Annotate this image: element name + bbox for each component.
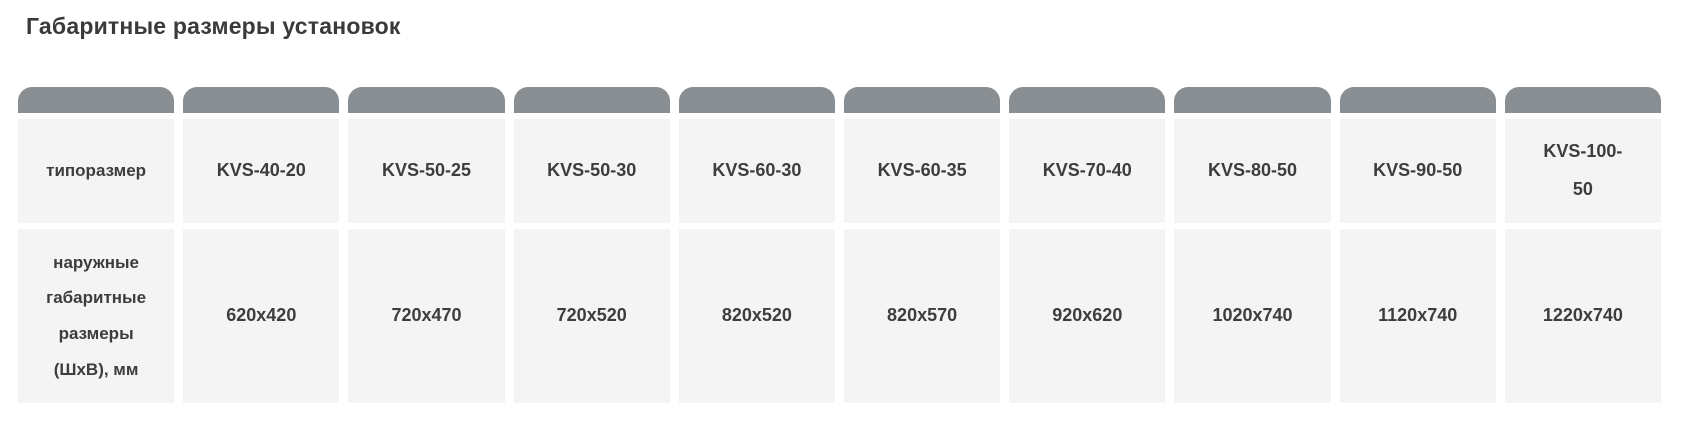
column-cap (1009, 87, 1166, 113)
column-cap (513, 87, 670, 113)
model-cell: KVS-40-20 (183, 119, 340, 223)
model-cell: KVS-100-50 (1504, 119, 1661, 223)
dimension-cell: 920x620 (1009, 229, 1166, 403)
column-cap (18, 87, 175, 113)
row-header-dimensions-label: наружные габаритные размеры (ШхВ), мм (46, 252, 147, 379)
model-cell: KVS-90-50 (1339, 119, 1496, 223)
column-cap (183, 87, 340, 113)
dimension-cell: 720x520 (513, 229, 670, 403)
row-header-dimensions: наружные габаритные размеры (ШхВ), мм (18, 229, 175, 403)
column-cap (348, 87, 505, 113)
row-header-typesize-label: типоразмер (46, 161, 147, 181)
model-cell: KVS-50-30 (513, 119, 670, 223)
dimension-cell: 820x520 (678, 229, 835, 403)
dimension-cell: 1020x740 (1174, 229, 1331, 403)
dimension-cell: 720x470 (348, 229, 505, 403)
column-cap (1504, 87, 1661, 113)
model-cell: KVS-50-25 (348, 119, 505, 223)
dimension-cell: 620x420 (183, 229, 340, 403)
section-title: Габаритные размеры установок (26, 13, 401, 39)
row-header-typesize: типоразмер (18, 119, 175, 223)
dimension-cell: 1120x740 (1339, 229, 1496, 403)
column-cap (843, 87, 1001, 113)
column-cap (1339, 87, 1496, 113)
model-cell: KVS-60-30 (678, 119, 835, 223)
model-cell: KVS-80-50 (1174, 119, 1331, 223)
dimensions-table: типоразмер KVS-40-20 KVS-50-25 KVS-50-30… (18, 87, 1661, 403)
dimension-cell: 820x570 (843, 229, 1001, 403)
column-cap (1174, 87, 1331, 113)
column-cap (678, 87, 835, 113)
dimension-cell: 1220x740 (1504, 229, 1661, 403)
model-cell: KVS-60-35 (843, 119, 1001, 223)
model-cell: KVS-70-40 (1009, 119, 1166, 223)
